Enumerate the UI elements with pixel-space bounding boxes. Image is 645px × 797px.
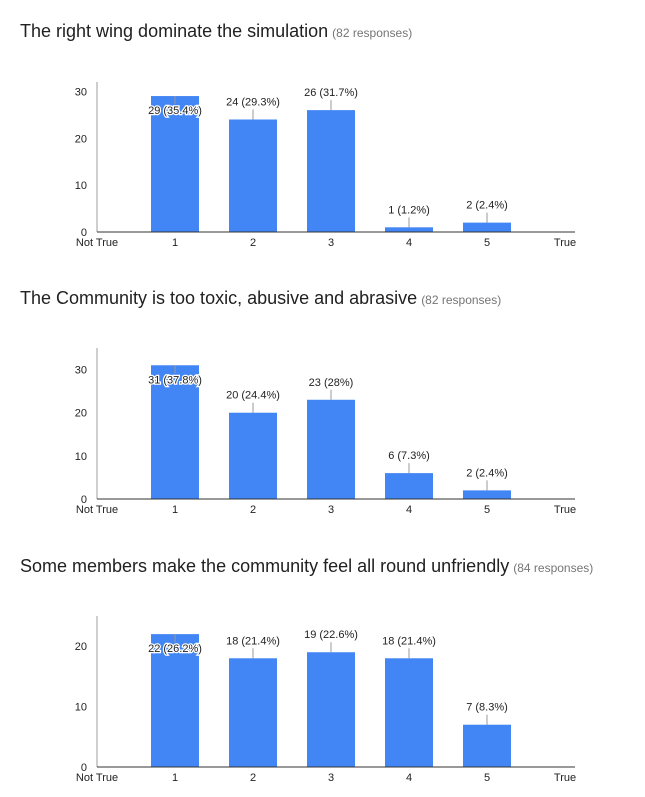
x-tick-label: 3	[328, 504, 334, 516]
x-axis-left-label: Not True	[76, 504, 118, 516]
y-tick-label: 20	[75, 641, 87, 653]
chart-title-text: The right wing dominate the simulation	[20, 21, 329, 41]
x-tick-label: 2	[250, 237, 256, 249]
x-tick-label: 5	[484, 504, 490, 516]
bar	[463, 490, 511, 499]
x-tick-label: 3	[328, 237, 334, 249]
data-label: 26 (31.7%)	[304, 87, 358, 99]
bar	[385, 658, 433, 767]
data-label: 24 (29.3%)	[226, 97, 280, 109]
bar	[463, 222, 511, 232]
y-tick-label: 20	[75, 133, 87, 145]
y-tick-label: 0	[81, 227, 87, 239]
bar	[385, 473, 433, 499]
x-tick-label: 4	[406, 504, 412, 516]
bar	[229, 119, 277, 232]
bar-chart: 0 10 20 30 31 (37.8%) 1 20 (24.4%) 2 23 (28%) 3 6 …	[75, 348, 576, 516]
data-label: 7 (8.3%)	[466, 702, 508, 714]
bar	[307, 399, 355, 499]
x-tick-label: 5	[484, 237, 490, 249]
data-label: 1 (1.2%)	[388, 204, 430, 216]
y-tick-label: 10	[75, 180, 87, 192]
data-label: 6 (7.3%)	[388, 450, 430, 462]
chart-title: Some members make the community feel all…	[20, 556, 593, 577]
data-label: 2 (2.4%)	[466, 467, 508, 479]
data-label: 2 (2.4%)	[466, 200, 508, 212]
x-tick-label: 1	[172, 237, 178, 249]
bar	[151, 96, 199, 232]
y-tick-label: 10	[75, 702, 87, 714]
y-tick-label: 20	[75, 408, 87, 420]
x-axis-right-label: True	[554, 504, 576, 516]
data-label: 22 (26.2%)	[148, 643, 202, 655]
bar	[307, 110, 355, 232]
chart-title-text: The Community is too toxic, abusive and …	[20, 288, 418, 308]
x-axis-left-label: Not True	[76, 772, 118, 784]
chart-title: The right wing dominate the simulation (8…	[20, 21, 412, 42]
response-count: (82 responses)	[421, 293, 502, 307]
y-tick-label: 30	[75, 365, 87, 377]
x-axis-right-label: True	[554, 772, 576, 784]
x-tick-label: 4	[406, 772, 412, 784]
data-label: 18 (21.4%)	[226, 635, 280, 647]
y-tick-label: 10	[75, 451, 87, 463]
response-count: (84 responses)	[513, 561, 594, 575]
y-tick-label: 0	[81, 762, 87, 774]
bar-chart: 0 10 20 30 29 (35.4%) 1 24 (29.3%) 2 26 (31.7%) 3…	[75, 82, 576, 249]
chart-title: The Community is too toxic, abusive and …	[20, 288, 501, 309]
chart-title-text: Some members make the community feel all…	[20, 556, 510, 576]
data-label: 20 (24.4%)	[226, 390, 280, 402]
bar	[229, 412, 277, 499]
x-axis-right-label: True	[554, 237, 576, 249]
x-tick-label: 5	[484, 772, 490, 784]
x-tick-label: 3	[328, 772, 334, 784]
bar	[229, 658, 277, 767]
data-label: 18 (21.4%)	[382, 635, 436, 647]
x-axis-left-label: Not True	[76, 237, 118, 249]
bar	[463, 724, 511, 767]
bar	[151, 634, 199, 767]
bar	[307, 652, 355, 767]
y-tick-label: 30	[75, 86, 87, 98]
x-tick-label: 4	[406, 237, 412, 249]
x-tick-label: 1	[172, 504, 178, 516]
data-label: 23 (28%)	[309, 377, 354, 389]
data-label: 31 (37.8%)	[148, 374, 202, 386]
bar	[385, 227, 433, 232]
data-label: 29 (35.4%)	[148, 105, 202, 117]
x-tick-label: 2	[250, 772, 256, 784]
data-label: 19 (22.6%)	[304, 629, 358, 641]
x-tick-label: 2	[250, 504, 256, 516]
y-tick-label: 0	[81, 494, 87, 506]
x-tick-label: 1	[172, 772, 178, 784]
response-count: (82 responses)	[332, 26, 413, 40]
bar	[151, 365, 199, 499]
